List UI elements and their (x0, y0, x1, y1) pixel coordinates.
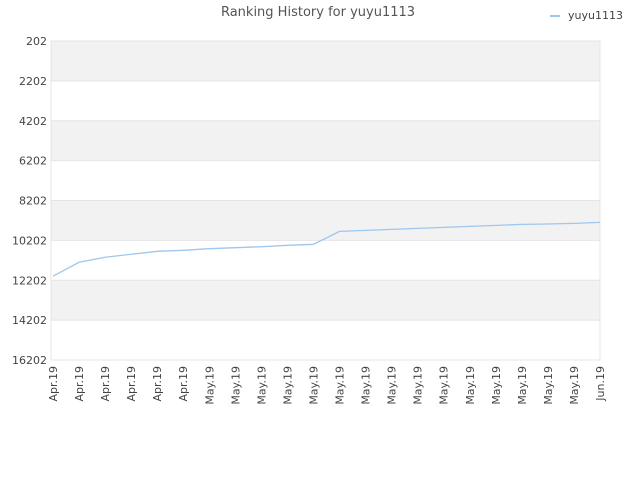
y-tick-label: 10202 (12, 234, 47, 247)
chart-title: Ranking History for yuyu1113 (221, 5, 415, 20)
x-tick-label: May.19 (307, 366, 320, 405)
grid-band (51, 160, 600, 201)
x-tick-label: May.19 (255, 366, 268, 405)
x-tick-label: Jun.19 (594, 366, 607, 402)
x-tick-label: May.19 (438, 366, 451, 405)
x-tick-label: May.19 (229, 366, 242, 405)
x-tick-label: Apr.19 (177, 366, 190, 402)
x-tick-label: Apr.19 (125, 366, 138, 402)
x-tick-label: May.19 (334, 366, 347, 405)
grid-band (51, 200, 600, 241)
y-tick-label: 2202 (19, 75, 47, 88)
x-tick-label: Apr.19 (99, 366, 112, 402)
y-tick-label: 4202 (19, 115, 47, 128)
grid-band (51, 240, 600, 281)
grid-band (51, 280, 600, 321)
y-tick-label: 6202 (19, 155, 47, 168)
x-tick-label: May.19 (464, 366, 477, 405)
y-tick-label: 14202 (12, 314, 47, 327)
grid-band (51, 320, 600, 360)
x-tick-label: May.19 (386, 366, 399, 405)
grid-band (51, 120, 600, 161)
legend-label: yuyu1113 (568, 9, 623, 22)
x-tick-label: May.19 (490, 366, 503, 405)
x-tick-label: Apr.19 (47, 366, 60, 402)
y-tick-label: 12202 (12, 274, 47, 287)
x-tick-label: May.19 (568, 366, 581, 405)
grid-band (51, 41, 600, 81)
x-tick-label: May.19 (360, 366, 373, 405)
x-tick-label: May.19 (516, 366, 529, 405)
x-tick-label: May.19 (203, 366, 216, 405)
y-tick-label: 16202 (12, 354, 47, 367)
x-tick-label: May.19 (281, 366, 294, 405)
x-tick-label: May.19 (542, 366, 555, 405)
y-tick-label: 202 (26, 35, 47, 48)
plot-border (50, 40, 601, 361)
line (52, 221, 601, 277)
y-tick-label: 8202 (19, 195, 47, 208)
grid-band (51, 80, 600, 121)
x-tick-label: May.19 (412, 366, 425, 405)
x-tick-label: Apr.19 (73, 366, 86, 402)
x-tick-label: Apr.19 (151, 366, 164, 402)
